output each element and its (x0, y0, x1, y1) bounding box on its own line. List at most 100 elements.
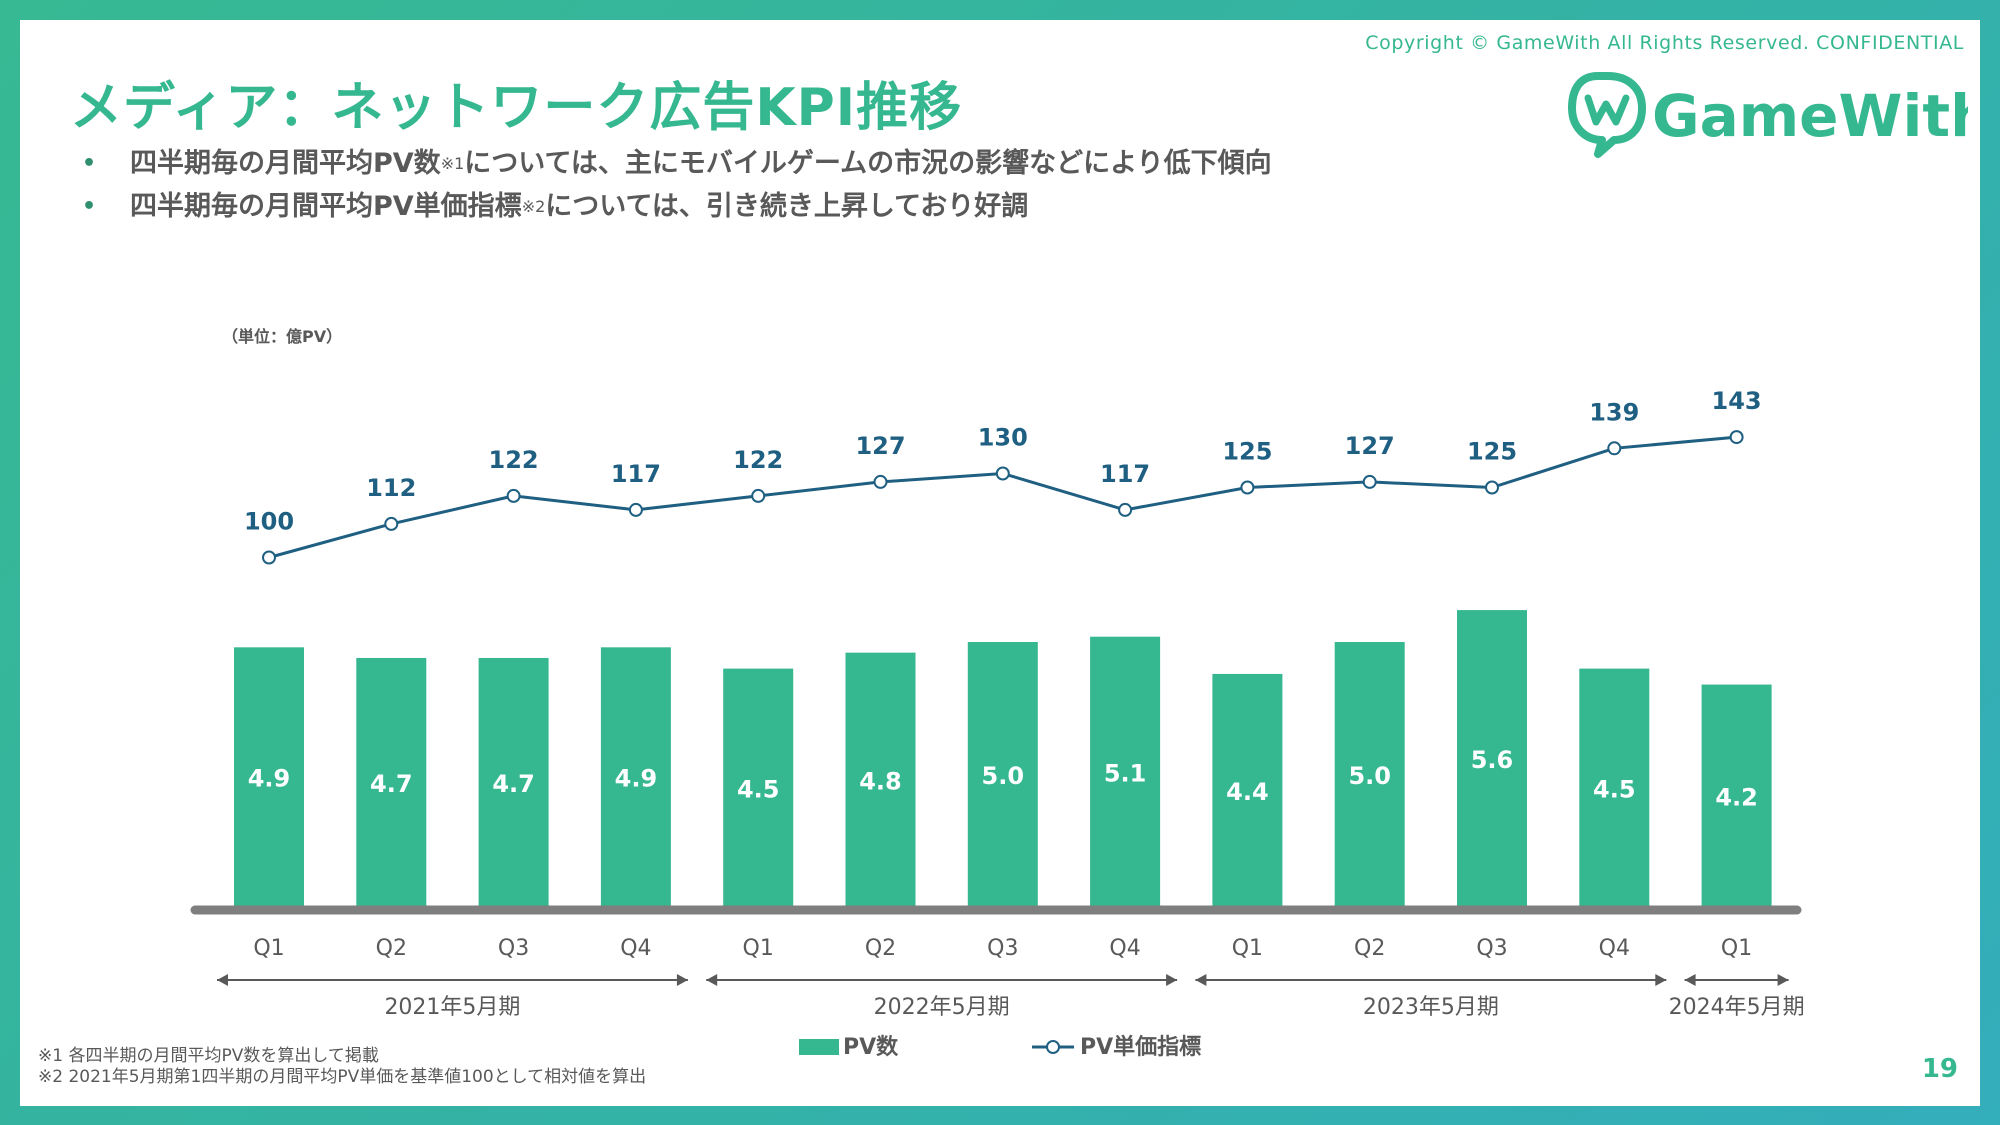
legend-line-label: PV単価指標 (1080, 1034, 1201, 1060)
arrow-right-icon (1655, 974, 1667, 986)
bullet-list: • 四半期毎の月間平均PV数 ※1 については、主にモバイルゲームの市況の影響などに… (82, 142, 1272, 228)
line-point (384, 516, 399, 531)
bar-pv (1090, 636, 1161, 908)
legend-bar-swatch (799, 1039, 839, 1055)
slide: Copyright © GameWith All Rights Reserved… (20, 20, 1980, 1106)
bar-value-label: 4.4 (1226, 778, 1269, 806)
arrow-left-icon (1684, 974, 1696, 986)
page-number: 19 (1921, 1054, 1958, 1084)
x-tick-label: Q2 (1354, 936, 1385, 961)
line-point (506, 488, 521, 503)
x-tick-label: Q3 (1476, 936, 1507, 961)
line-value-label: 122 (489, 446, 539, 474)
arrow-left-icon (217, 974, 228, 986)
bar-value-label: 4.9 (615, 765, 658, 793)
bullet-dot-icon: • (82, 194, 97, 219)
line-point (995, 466, 1010, 481)
x-tick-label: Q4 (1599, 936, 1630, 961)
fiscal-year-label: 2021年5月期 (384, 995, 520, 1020)
line-value-label: 100 (244, 508, 294, 536)
bullet-text: 四半期毎の月間平均PV数 (130, 148, 441, 179)
bar-pv (478, 657, 549, 908)
x-tick-label: Q3 (987, 936, 1018, 961)
fiscal-year-label: 2022年5月期 (874, 995, 1010, 1020)
bar-value-label: 4.2 (1715, 783, 1758, 811)
bar-pv (967, 642, 1038, 908)
line-point (1607, 441, 1622, 456)
line-point (628, 502, 643, 517)
x-tick-label: Q2 (376, 936, 407, 961)
bar-value-label: 5.6 (1471, 746, 1514, 774)
footnote-1: ※1 各四半期の月間平均PV数を算出して掲載 (38, 1046, 379, 1066)
footnotes: ※1 各四半期の月間平均PV数を算出して掲載 ※2 2021年5月期第1四半期の… (38, 1046, 646, 1088)
bar-value-label: 5.0 (1348, 762, 1391, 790)
bar-pv (1457, 610, 1527, 908)
bullet-rest: については、主にモバイルゲームの市況の影響などにより低下傾向 (464, 148, 1272, 179)
line-value-label: 127 (855, 432, 905, 460)
line-point (1362, 474, 1377, 489)
line-value-label: 130 (978, 424, 1028, 452)
bullet-dot-icon: • (82, 151, 97, 176)
gamewith-logo-icon (1568, 72, 1646, 158)
line-value-label: 112 (366, 474, 416, 502)
bar-pv (1212, 673, 1283, 908)
line-point (873, 474, 888, 489)
bar-value-label: 4.5 (737, 775, 780, 803)
fiscal-year-label: 2023年5月期 (1363, 995, 1499, 1020)
line-point (1485, 480, 1499, 495)
line-value-label: 139 (1589, 398, 1639, 426)
line-value-label: 117 (1100, 460, 1150, 488)
page-title: メディア：ネットワーク広告KPI推移 (70, 78, 963, 138)
x-tick-label: Q1 (743, 936, 774, 961)
fiscal-year-label: 2024年5月期 (1669, 995, 1805, 1020)
line-point (1729, 430, 1744, 445)
bar-value-label: 4.8 (859, 767, 902, 795)
bar-pv (845, 652, 916, 908)
bar-pv (723, 668, 794, 908)
bar-value-label: 4.5 (1593, 775, 1636, 803)
bar-value-label: 4.7 (370, 770, 413, 798)
bar-pv (356, 657, 427, 908)
x-tick-label: Q4 (1109, 936, 1140, 961)
line-value-label: 127 (1345, 432, 1395, 460)
unit-label: （単位：億PV） (222, 327, 342, 346)
arrow-right-icon (1777, 974, 1789, 986)
bar-value-label: 5.0 (982, 762, 1025, 790)
line-value-label: 122 (733, 446, 783, 474)
bullet-item: • 四半期毎の月間平均PV数 ※1 については、主にモバイルゲームの市況の影響などに… (82, 142, 1272, 185)
bullet-item: • 四半期毎の月間平均PV単価指標 ※2 については、引き続き上昇しており好調 (82, 185, 1272, 228)
legend-bar-label: PV数 (843, 1034, 899, 1060)
x-tick-label: Q1 (253, 936, 284, 961)
x-tick-label: Q1 (1721, 936, 1752, 961)
footnote-2: ※2 2021年5月期第1四半期の月間平均PV単価を基準値100として相対値を算… (38, 1067, 647, 1087)
arrow-left-icon (706, 974, 718, 986)
arrow-left-icon (1195, 974, 1207, 986)
line-point (1118, 502, 1133, 517)
line-point (262, 550, 276, 565)
bar-pv (1579, 668, 1650, 908)
line-point (1240, 480, 1255, 495)
line-value-label: 143 (1712, 387, 1762, 415)
x-tick-label: Q2 (865, 936, 896, 961)
bullet-text: 四半期毎の月間平均PV単価指標 (130, 191, 522, 222)
arrow-right-icon (1166, 974, 1178, 986)
legend-line-marker (1046, 1040, 1060, 1054)
x-tick-label: Q1 (1232, 936, 1263, 961)
x-tick-label: Q4 (620, 936, 651, 961)
line-value-label: 125 (1222, 438, 1272, 466)
bar-value-label: 5.1 (1104, 759, 1147, 787)
bar-pv (1334, 642, 1405, 908)
line-point (751, 488, 766, 503)
logo-wordmark: GameWith (1652, 82, 1968, 150)
x-tick-label: Q3 (498, 936, 529, 961)
bar-value-label: 4.9 (248, 765, 291, 793)
bullet-rest: については、引き続き上昇しており好調 (545, 191, 1029, 222)
bar-pv (234, 647, 304, 908)
bar-pv (600, 647, 671, 908)
copyright-text: Copyright © GameWith All Rights Reserved… (1365, 32, 1964, 54)
gamewith-logo: GameWith (1568, 72, 1968, 158)
arrow-right-icon (676, 974, 688, 986)
bar-pv (1701, 684, 1772, 908)
bar-value-label: 4.7 (492, 770, 535, 798)
